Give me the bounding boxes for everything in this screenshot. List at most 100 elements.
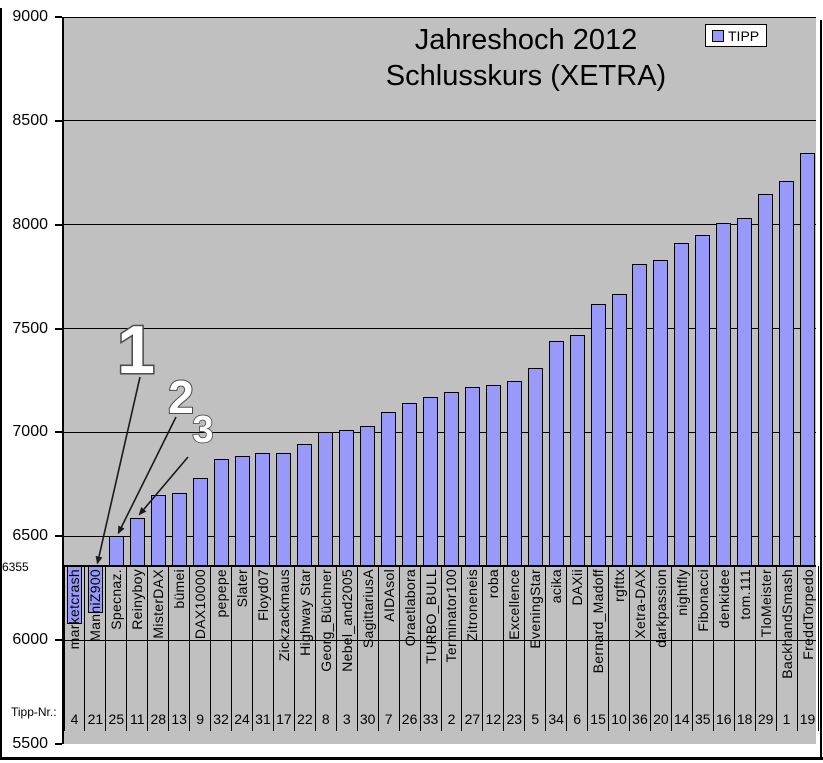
- category-separator: [461, 566, 463, 732]
- category-label-text: TURBO_BULL: [422, 569, 439, 665]
- category-separator: [189, 566, 191, 732]
- category-axis-line: [64, 565, 816, 568]
- category-label-text: Terminator100: [443, 569, 460, 663]
- bar-nightfly: [674, 243, 690, 567]
- window-border-right: [820, 20, 822, 760]
- y-axis-tick-label: 6500: [12, 527, 48, 545]
- bar-EveningStar: [527, 368, 543, 567]
- bar-pepepe: [213, 459, 229, 567]
- y-axis-tick-label: 9000: [12, 8, 48, 25]
- bar-rgfttx: [611, 294, 627, 567]
- chart-title-line2: Schlusskurs (XETRA): [385, 60, 667, 92]
- category-label-text: Bernard_Madoff: [590, 569, 607, 674]
- legend: TIPP: [705, 24, 767, 47]
- tipp-nr-value: 25: [108, 711, 125, 728]
- category-separator: [210, 566, 212, 732]
- bar-Terminator100: [443, 391, 459, 567]
- category-label-text: acika: [548, 569, 565, 604]
- category-label-text: AIDAsol: [380, 569, 397, 623]
- tipp-nr-value: 33: [422, 711, 439, 728]
- category-separator: [168, 566, 170, 732]
- bar-Specnaz.: [108, 536, 124, 567]
- tipp-nr-value: 2: [447, 711, 456, 728]
- category-separator: [314, 566, 316, 732]
- category-separator: [608, 566, 610, 732]
- tipp-nr-value: 1: [782, 711, 791, 728]
- tipp-nr-value: 32: [213, 711, 229, 728]
- y-axis-tick-mark: [55, 535, 62, 538]
- category-label-text: BackhandSmash: [778, 569, 795, 680]
- bar-BackhandSmash: [779, 181, 795, 567]
- category-label-text: Floyd07: [254, 569, 271, 622]
- tipp-nr-value: 15: [590, 711, 606, 728]
- category-separator: [84, 566, 86, 732]
- tipp-nr-value: 10: [611, 711, 627, 728]
- category-separator: [63, 566, 65, 732]
- bar-Nebel_and2005: [339, 430, 355, 567]
- bar-SagittariusA: [360, 426, 376, 567]
- tipp-nr-value: 6: [573, 711, 582, 728]
- y-axis-tick-mark: [55, 431, 62, 434]
- bar-bümei: [171, 492, 187, 567]
- bar-Fibonacci: [695, 235, 711, 567]
- category-label-text: nightfly: [673, 569, 690, 617]
- bar-denkidee: [716, 222, 732, 567]
- bar-TloMeister: [758, 193, 774, 567]
- y-axis-tick-label: 7000: [12, 423, 48, 441]
- chart-title-line1: Jahreshoch 2012: [414, 24, 638, 56]
- category-label-text: Excellence: [506, 569, 523, 641]
- category-separator: [817, 566, 819, 732]
- window-border-left: [0, 8, 2, 760]
- bar-Xetra-DAX: [632, 264, 648, 567]
- y-axis-tick-label: 8500: [12, 111, 48, 129]
- category-separator: [524, 566, 526, 732]
- category-separator: [733, 566, 735, 732]
- category-label-text: Oraetlabora: [401, 569, 418, 647]
- category-label-text: roba: [485, 569, 502, 599]
- y-axis-tick-label: 7500: [12, 319, 48, 337]
- tipp-nr-value: 34: [548, 711, 564, 728]
- category-separator: [147, 566, 149, 732]
- bar-ManniZ900: [87, 566, 103, 614]
- tipp-nr-value: 20: [653, 711, 669, 728]
- category-label-text: SagittariusA: [359, 569, 376, 649]
- category-separator: [754, 566, 756, 732]
- bar-MisterDAX: [150, 494, 166, 567]
- category-separator: [796, 566, 798, 732]
- y-axis-tick-label: 5500: [12, 735, 48, 752]
- tipp-nr-value: 11: [130, 711, 145, 728]
- category-separator: [670, 566, 672, 732]
- bar-AIDAsol: [381, 411, 397, 567]
- gridline-9000: [64, 16, 816, 18]
- bar-Slater: [234, 456, 250, 567]
- bar-marketcrash: [66, 566, 82, 624]
- category-label-text: EveningStar: [527, 569, 544, 649]
- legend-swatch-tipp: [712, 29, 724, 42]
- bar-DAXii: [569, 334, 585, 567]
- category-label-text: DAXii: [569, 569, 586, 606]
- tipp-nr-value: 13: [171, 711, 187, 728]
- tipp-nr-value: 36: [632, 711, 648, 728]
- category-label-text: Nebel_and2005: [338, 569, 355, 673]
- category-label-text: Specnaz.: [108, 569, 125, 631]
- category-label-text: Highway Star: [296, 569, 313, 657]
- bar-TURBO_BULL: [423, 397, 439, 567]
- category-label-text: pepepe: [213, 569, 230, 618]
- bar-tom.111: [737, 218, 753, 567]
- category-label-text: Reinyboy: [129, 569, 146, 631]
- category-separator: [252, 566, 253, 732]
- bar-Zickzackmaus: [276, 453, 292, 567]
- category-label-text: Georg_Büchner: [317, 569, 334, 673]
- tipp-nr-value: 14: [674, 711, 690, 728]
- category-separator: [377, 566, 379, 732]
- category-separator: [440, 566, 442, 732]
- gridline-8000: [64, 224, 816, 226]
- category-separator: [105, 566, 107, 732]
- tipp-nr-value: 12: [485, 711, 502, 728]
- bar-Floyd07: [255, 453, 271, 567]
- category-label-text: tom.111: [736, 569, 753, 620]
- category-separator: [126, 566, 128, 732]
- tipp-nr-value: 30: [359, 711, 376, 728]
- chart-title: Jahreshoch 2012 Schlusskurs (XETRA): [386, 22, 666, 94]
